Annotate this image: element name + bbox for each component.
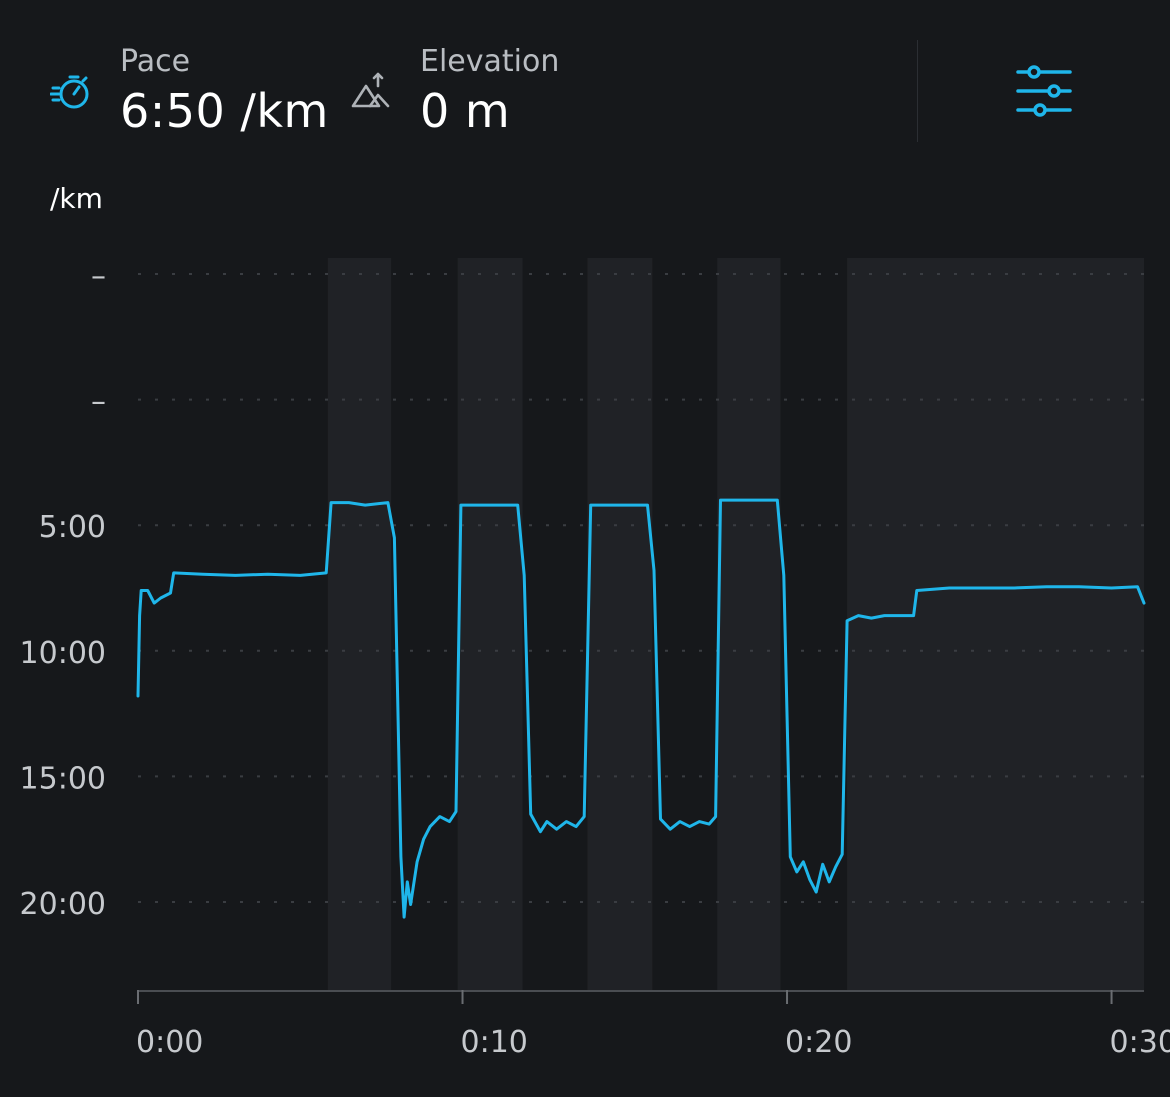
interval-band-4 [847,258,1144,990]
x-tick-label: 0:30 [1110,1025,1170,1060]
interval-band-2 [587,258,653,990]
interval-band-1 [457,258,523,990]
interval-band-3 [717,258,781,990]
pace-series-line [136,498,1146,919]
pace-label: Pace [120,44,191,79]
y-axis-unit-label: /km [50,182,103,215]
y-tick-label: 20:00 [20,887,106,922]
y-tick-label: 5:00 [39,510,106,545]
x-tick-label: 0:10 [461,1025,528,1060]
pace-chart: – – 5:00 10:00 15:00 20:00 0:00 0:10 0:20 0:30 [20,258,1170,1060]
y-tick-label: – [91,385,106,420]
pace-value: 6:50 /km [120,84,329,138]
x-tick-label: 0:00 [136,1025,203,1060]
y-tick-label: 10:00 [20,636,106,671]
y-tick-label: – [91,259,106,294]
x-tick-label: 0:20 [785,1025,852,1060]
chart-settings-button[interactable] [1008,60,1080,124]
elevation-label: Elevation [420,44,560,79]
sliders-settings-icon [1016,65,1072,117]
header-divider [917,40,918,142]
y-tick-label: 15:00 [20,761,106,796]
interval-band-0 [327,258,392,990]
elevation-value: 0 m [420,84,511,138]
stopwatch-icon [49,72,94,112]
mountain-elevation-icon [350,70,394,112]
